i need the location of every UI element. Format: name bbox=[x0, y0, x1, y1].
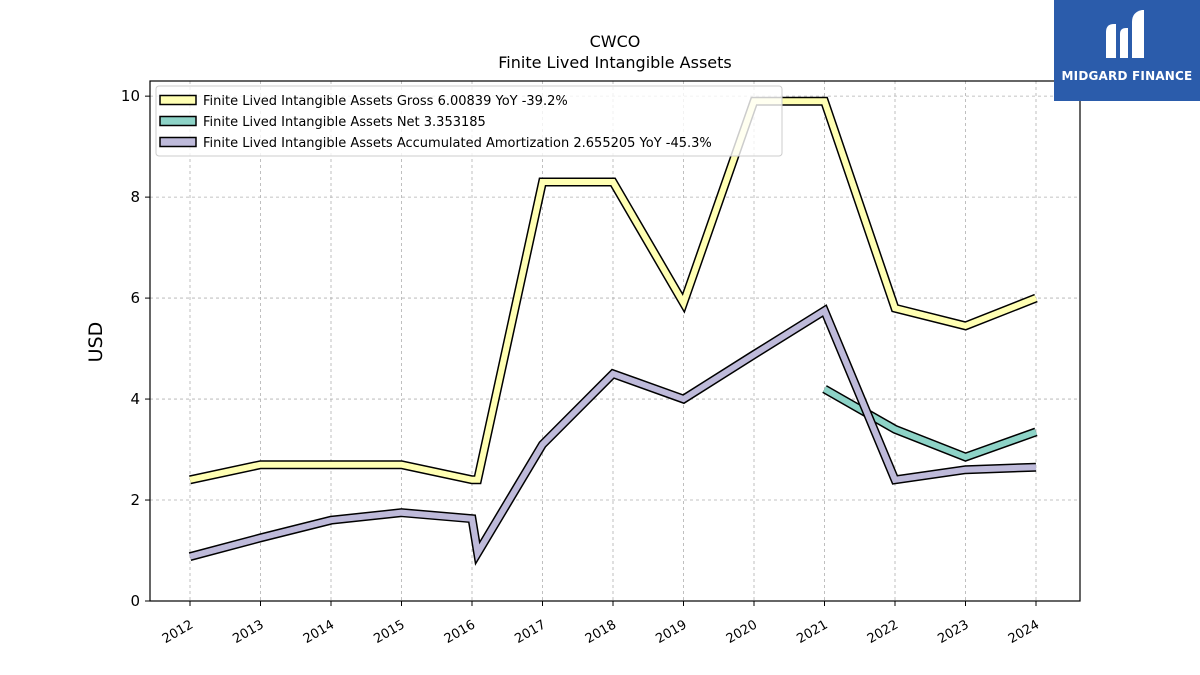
x-tick-label: 2020 bbox=[724, 617, 760, 647]
y-tick-label: 2 bbox=[130, 491, 140, 509]
x-tick-label: 2024 bbox=[1006, 617, 1042, 647]
series-layer bbox=[188, 96, 1038, 566]
x-tick-label: 2023 bbox=[935, 617, 971, 647]
x-axis: 2012 2013 2014 2015 2016 2017 2018 2019 2020 2021… bbox=[160, 601, 1042, 647]
legend-box bbox=[155, 85, 783, 157]
y-tick-label: 10 bbox=[121, 87, 140, 105]
legend-swatch bbox=[159, 94, 197, 106]
x-tick-label: 2022 bbox=[865, 617, 901, 647]
grid bbox=[150, 81, 1080, 602]
y-axis-label: USD bbox=[85, 322, 107, 363]
legend-entry: Finite Lived Intangible Assets Gross 6.0… bbox=[203, 94, 568, 109]
x-tick-label: 2012 bbox=[160, 617, 196, 647]
series-line-1 bbox=[189, 98, 1038, 483]
series-line-2 bbox=[823, 386, 1038, 461]
series-line-3 bbox=[189, 306, 1037, 562]
y-axis: 0 2 4 6 8 10 bbox=[121, 87, 150, 610]
plot-area bbox=[149, 80, 1081, 602]
y-tick-label: 6 bbox=[130, 289, 140, 307]
x-tick-label: 2013 bbox=[230, 617, 266, 647]
brand-name: MIDGARD FINANCE bbox=[1061, 69, 1193, 83]
logo-mark-icon bbox=[1106, 10, 1144, 58]
legend: Finite Lived Intangible Assets Gross 6.0… bbox=[155, 85, 783, 157]
chart-title: CWCO bbox=[590, 32, 641, 51]
legend-entry: Finite Lived Intangible Assets Net 3.353… bbox=[203, 115, 486, 130]
chart-subtitle: Finite Lived Intangible Assets bbox=[498, 53, 731, 72]
x-tick-label: 2021 bbox=[794, 617, 830, 647]
legend-entry: Finite Lived Intangible Assets Accumulat… bbox=[203, 136, 712, 151]
y-tick-label: 0 bbox=[130, 592, 140, 610]
legend-swatch bbox=[159, 136, 197, 148]
x-tick-label: 2018 bbox=[583, 617, 619, 647]
y-tick-label: 4 bbox=[130, 390, 140, 408]
x-tick-label: 2014 bbox=[301, 617, 337, 647]
y-tick-label: 8 bbox=[130, 188, 140, 206]
brand-logo: MIDGARD FINANCE bbox=[1054, 0, 1200, 101]
x-tick-label: 2019 bbox=[653, 617, 689, 647]
x-tick-label: 2016 bbox=[442, 617, 478, 647]
x-tick-label: 2015 bbox=[371, 617, 407, 647]
x-tick-label: 2017 bbox=[512, 617, 548, 647]
legend-swatch bbox=[159, 115, 197, 127]
